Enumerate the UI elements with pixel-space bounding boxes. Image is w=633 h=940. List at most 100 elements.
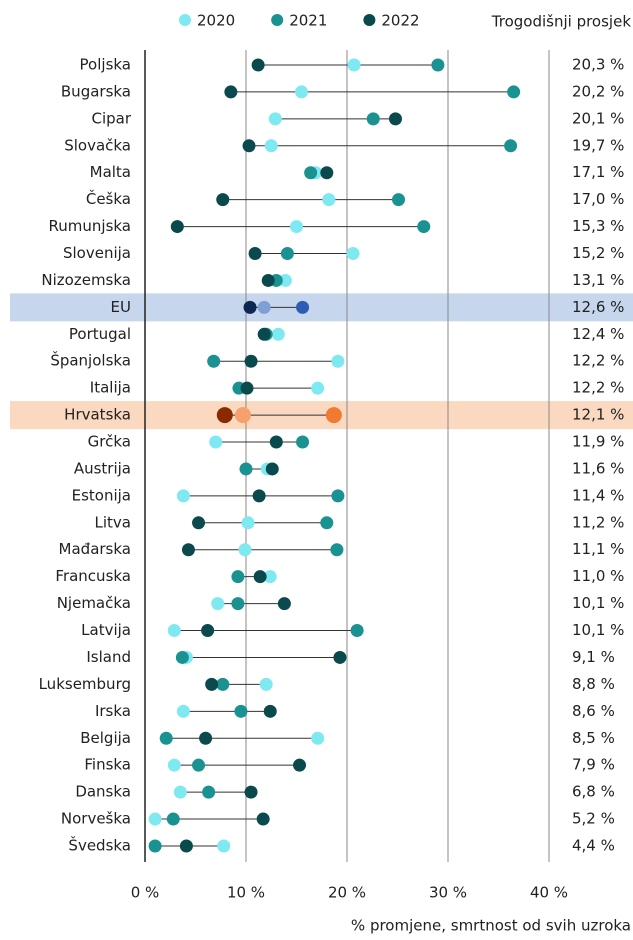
dot [216,677,230,691]
average-label: 8,8 % [572,675,615,693]
dot [167,758,181,772]
dot [251,58,265,72]
dot [239,462,253,476]
average-label: 20,3 % [572,56,624,74]
dot [366,112,380,126]
dot [231,570,245,584]
category-label: Finska [84,756,131,774]
x-tick-label: 40 % [530,884,568,902]
average-label: 15,2 % [572,244,624,262]
dot [209,435,223,449]
dot [148,812,162,826]
average-label: 20,1 % [572,109,624,127]
average-header: Trogodišnji prosjek [491,13,632,31]
average-label: 19,7 % [572,136,624,154]
highlight-band [10,293,633,322]
legend-label: 2021 [289,12,327,30]
category-label: Norveška [61,810,131,828]
average-label: 11,0 % [572,567,624,585]
dot [331,354,345,368]
average-label: 20,2 % [572,82,624,100]
dot [322,193,336,207]
dot [211,597,225,611]
dot [181,543,195,557]
category-label: Irska [95,702,131,720]
dot [179,839,193,853]
category-label: Češka [86,189,131,208]
dot [293,758,307,772]
category-label: Estonija [72,486,131,504]
dot [238,543,252,557]
dot [392,193,406,207]
dot [257,327,271,341]
category-label: Portugal [69,325,131,343]
dot [234,704,248,718]
dot [240,381,254,395]
dot [216,193,230,207]
dot [201,624,215,638]
average-label: 8,5 % [572,729,615,747]
average-label: 11,4 % [572,486,624,504]
dot [278,273,292,287]
dot [192,516,206,530]
average-label: 12,2 % [572,352,624,370]
dot [192,758,206,772]
average-label: 4,4 % [572,836,615,854]
x-axis-label: % promjene, smrtnost od svih uzroka [351,917,631,935]
dot [256,812,270,826]
dot [330,543,344,557]
dot [320,516,334,530]
average-label: 10,1 % [572,621,624,639]
average-label: 6,8 % [572,783,615,801]
dot [271,327,285,341]
dot [333,650,347,664]
dot [277,597,291,611]
dot [259,677,273,691]
category-label: Malta [90,163,131,181]
dot [148,839,162,853]
category-label: Cipar [91,109,131,127]
dot [295,85,309,99]
average-label: 11,2 % [572,513,624,531]
category-label: Njemačka [57,594,131,612]
dot [296,300,310,314]
dot [166,812,180,826]
dot [304,166,318,180]
average-label: 8,6 % [572,702,615,720]
dot [311,381,325,395]
dot [207,354,221,368]
legend-label: 2020 [197,12,235,30]
dot [331,489,345,503]
average-label: 11,9 % [572,433,624,451]
category-label: Slovačka [64,136,131,154]
dot [311,731,325,745]
category-label: Litva [95,513,131,531]
category-label: Austrija [74,459,131,477]
average-label: 10,1 % [572,594,624,612]
average-label: 5,2 % [572,810,615,828]
category-label: Nizozemska [41,271,131,289]
category-label: Francuska [55,567,131,585]
category-label: Grčka [88,433,131,451]
average-label: 13,1 % [572,271,624,289]
x-tick-label: 30 % [429,884,467,902]
category-label: Slovenija [63,244,131,262]
category-label: Island [86,648,131,666]
average-label: 17,0 % [572,190,624,208]
category-label: Mađarska [59,540,131,558]
dot [320,166,334,180]
dot [199,731,213,745]
category-label: Španjolska [50,351,131,370]
category-label: Švedska [68,835,131,854]
dot [175,650,189,664]
dot [173,785,187,799]
average-label: 11,1 % [572,540,624,558]
average-label: 12,6 % [572,298,624,316]
dot [269,435,283,449]
average-label: 9,1 % [572,648,615,666]
dot [216,407,233,424]
category-label: Latvija [81,621,131,639]
dot [252,489,266,503]
dot [224,85,238,99]
